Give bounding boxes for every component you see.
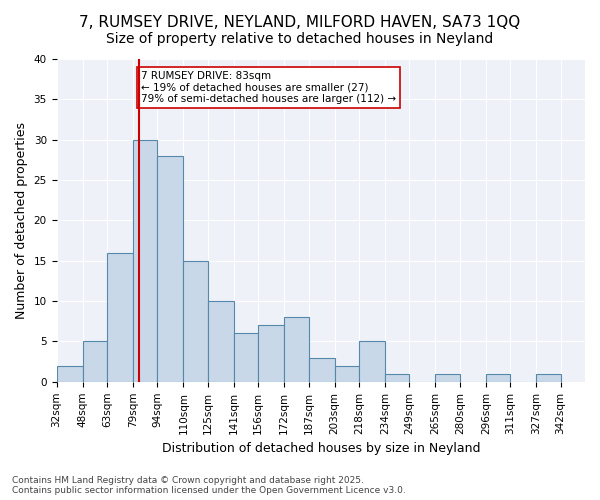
Bar [184, 261, 208, 382]
Bar [83, 342, 107, 382]
Text: Size of property relative to detached houses in Neyland: Size of property relative to detached ho… [106, 32, 494, 46]
Text: 7 RUMSEY DRIVE: 83sqm
← 19% of detached houses are smaller (27)
79% of semi-deta: 7 RUMSEY DRIVE: 83sqm ← 19% of detached … [141, 71, 396, 104]
Bar [234, 334, 258, 382]
Text: Contains HM Land Registry data © Crown copyright and database right 2025.
Contai: Contains HM Land Registry data © Crown c… [12, 476, 406, 495]
Bar [284, 318, 308, 382]
Bar [436, 374, 460, 382]
Bar [486, 374, 510, 382]
X-axis label: Distribution of detached houses by size in Neyland: Distribution of detached houses by size … [161, 442, 480, 455]
Bar [385, 374, 409, 382]
Bar [133, 140, 157, 382]
Bar [359, 342, 385, 382]
Bar [335, 366, 359, 382]
Y-axis label: Number of detached properties: Number of detached properties [15, 122, 28, 319]
Text: 7, RUMSEY DRIVE, NEYLAND, MILFORD HAVEN, SA73 1QQ: 7, RUMSEY DRIVE, NEYLAND, MILFORD HAVEN,… [79, 15, 521, 30]
Bar [308, 358, 335, 382]
Bar [157, 156, 184, 382]
Bar [56, 366, 83, 382]
Bar [208, 301, 234, 382]
Bar [258, 326, 284, 382]
Bar [107, 252, 133, 382]
Bar [536, 374, 560, 382]
